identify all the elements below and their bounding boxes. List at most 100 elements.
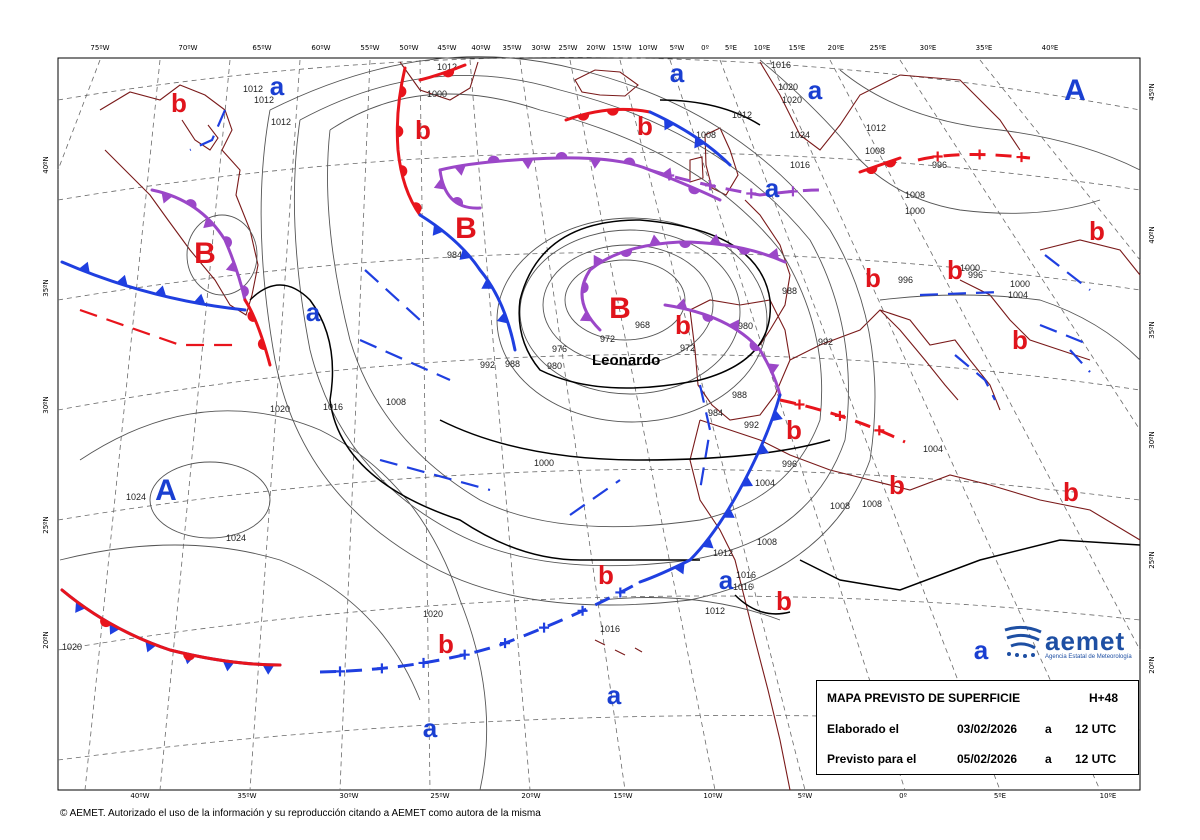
- legend-valid-date: 05/02/2026: [957, 752, 1018, 766]
- front-triangle: [225, 260, 238, 273]
- isobar-label: 1024: [790, 130, 810, 140]
- top-tick-label: 35ºE: [976, 44, 993, 52]
- left-tick-label: 20ºN: [42, 631, 50, 648]
- relative-low-center: b: [415, 115, 431, 145]
- relative-high-center: a: [423, 713, 438, 743]
- coast-africa: [699, 419, 1141, 541]
- front-triangle: [433, 178, 446, 190]
- isobars: [59, 56, 1141, 791]
- front-triangle: [593, 254, 605, 267]
- coast-ireland: [689, 156, 704, 183]
- front-semicircle: [865, 166, 878, 175]
- bottom-tick-label: 30ºW: [339, 792, 358, 800]
- relative-high-center: a: [765, 173, 780, 203]
- right-tick-label: 25ºN: [1148, 551, 1156, 568]
- top-tick-label: 50ºW: [399, 44, 418, 52]
- coast-north-america: [99, 84, 259, 316]
- front-triangle: [161, 192, 173, 204]
- front-semicircle: [223, 236, 232, 248]
- front-semicircle: [738, 247, 751, 255]
- isobar-label: 988: [505, 359, 520, 369]
- isobar-label: 1020: [423, 609, 443, 619]
- front-semicircle: [183, 653, 196, 661]
- coast-labrador: [181, 119, 219, 151]
- front-triangle: [675, 298, 688, 310]
- isobar-label: 976: [552, 344, 567, 354]
- left-tick-label: 30ºN: [42, 396, 50, 413]
- relative-low-center: b: [889, 470, 905, 500]
- relative-high-center: a: [808, 75, 823, 105]
- left-tick-label: 40ºN: [42, 156, 50, 173]
- bottom-tick-label: 5ºE: [994, 792, 1006, 800]
- front-triangle: [767, 247, 779, 260]
- front-semicircle: [451, 197, 464, 206]
- front-cross: [974, 149, 985, 160]
- relative-low-center: b: [1063, 477, 1079, 507]
- front-cross: [500, 638, 511, 649]
- relative-high-center: a: [306, 297, 321, 327]
- isobar-label: 996: [932, 160, 947, 170]
- aemet-logo: aemet Agencia Estatal de Meteorología: [1003, 624, 1143, 664]
- low-pressure-center: B: [194, 237, 216, 270]
- isobar-label: 992: [480, 360, 495, 370]
- isobar-label: 968: [635, 320, 650, 330]
- front-cross: [932, 151, 943, 162]
- isobar-label: 1000: [534, 458, 554, 468]
- front-cross: [376, 663, 387, 674]
- relative-low-center: b: [1012, 325, 1028, 355]
- front-triangle: [673, 562, 685, 575]
- isobar-label: 1008: [862, 499, 882, 509]
- relative-low-center: b: [786, 415, 802, 445]
- front-triangle: [589, 158, 602, 169]
- isobar-label: 1012: [713, 548, 733, 558]
- isobar-label: 1000: [905, 206, 925, 216]
- front-semicircle: [620, 249, 633, 257]
- front-semicircle: [247, 310, 256, 322]
- relative-low-center: b: [865, 263, 881, 293]
- cold-front: [638, 393, 782, 584]
- isobar-label: 972: [600, 334, 615, 344]
- isobar-label: 1024: [226, 533, 246, 543]
- front-semicircle: [577, 113, 590, 121]
- top-tick-label: 45ºW: [437, 44, 456, 52]
- legend-valid-time: 12 UTC: [1075, 752, 1117, 766]
- bottom-tick-label: 20ºW: [521, 792, 540, 800]
- aemet-logo-text: aemet: [1045, 626, 1126, 656]
- front-semicircle: [884, 159, 897, 168]
- legend-made-time: 12 UTC: [1075, 722, 1117, 736]
- isobar-label: 996: [898, 275, 913, 285]
- front-triangle: [728, 319, 740, 332]
- coast-scandinavia: [759, 61, 1021, 151]
- front-triangle: [771, 409, 783, 422]
- front-triangle: [649, 234, 662, 246]
- isobar-label: 996: [782, 459, 797, 469]
- isobar-label: 1012: [254, 95, 274, 105]
- right-tick-label: 35ºN: [1148, 321, 1156, 338]
- left-tick-label: 25ºN: [42, 516, 50, 533]
- top-tick-label: 25ºW: [558, 44, 577, 52]
- front-triangle: [702, 537, 714, 549]
- bottom-tick-label: 25ºW: [430, 792, 449, 800]
- front-cross: [834, 410, 845, 421]
- coordinate-ticks: 75ºW 70ºW 65ºW 60ºW 55ºW 50ºW 45ºW 40ºW 35ºW 30ºW…: [42, 44, 1156, 800]
- front-triangle: [709, 233, 722, 245]
- front-triangle: [154, 285, 167, 297]
- front-semicircle: [555, 151, 568, 159]
- coast-mediterranean: [789, 309, 1001, 411]
- occ-front: [150, 188, 247, 302]
- front-semicircle: [702, 313, 714, 322]
- isobar-labels: 1012101210121012100010201020101610121008…: [62, 60, 1030, 652]
- isobar-label: 1004: [923, 444, 943, 454]
- top-tick-label: 30ºW: [531, 44, 550, 52]
- cold-front: [648, 110, 732, 167]
- front-semicircle: [397, 125, 404, 138]
- graticule: [57, 56, 1141, 791]
- front-cross: [746, 188, 757, 199]
- coast-iceland: [574, 69, 639, 97]
- isobar-label: 1000: [1010, 279, 1030, 289]
- warm-front: [243, 298, 272, 367]
- front-triangle: [116, 274, 128, 287]
- front-triangle: [521, 158, 534, 170]
- top-tick-label: 60ºW: [311, 44, 330, 52]
